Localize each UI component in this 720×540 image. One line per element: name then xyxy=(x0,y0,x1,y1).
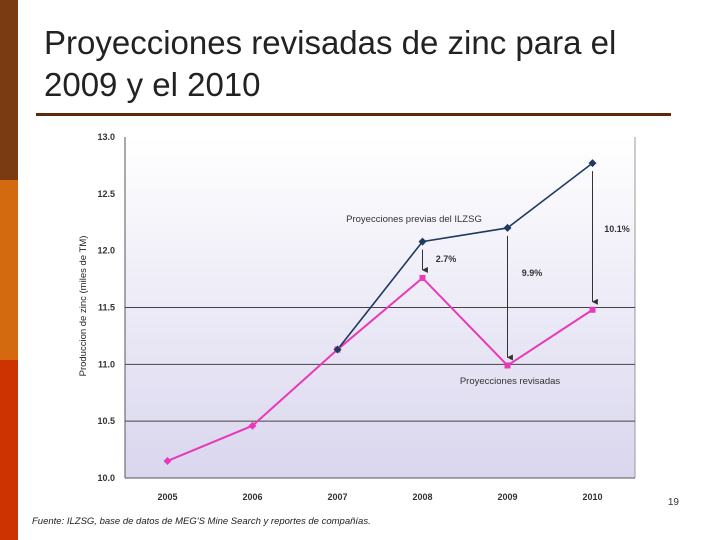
data-point-previous xyxy=(588,159,597,168)
x-tick-label: 2006 xyxy=(242,492,262,502)
data-point-revised xyxy=(419,274,426,281)
series-labels: Proyecciones previas del ILZSG Proyeccion… xyxy=(346,214,560,387)
gridlines xyxy=(125,307,635,422)
x-tick-label: 2010 xyxy=(582,492,602,502)
slide-title: Proyecciones revisadas de zinc para el 2… xyxy=(44,22,684,106)
data-point-previous xyxy=(333,345,342,354)
data-point-previous xyxy=(503,223,512,232)
y-axis-label: Produccion de zinc (miles de TM) xyxy=(78,236,89,377)
data-point-revised xyxy=(504,362,511,369)
series-lines xyxy=(167,162,594,462)
x-tick-label: 2005 xyxy=(157,492,177,502)
x-tick-label: 2009 xyxy=(497,492,517,502)
series-line-revised xyxy=(167,276,594,462)
y-tick-label: 11.0 xyxy=(98,359,115,369)
series-label-previous: Proyecciones previas del ILZSG xyxy=(346,214,482,225)
x-tick-label: 2008 xyxy=(412,492,432,502)
accent-bar-top xyxy=(0,0,18,180)
y-tick-label: 13.0 xyxy=(97,132,115,142)
x-tick-label: 2007 xyxy=(327,492,347,502)
annotation-label: 9.9% xyxy=(522,268,543,278)
y-tick-label: 11.5 xyxy=(98,303,115,313)
series-line-previous xyxy=(336,162,593,351)
axes xyxy=(124,137,635,479)
x-tick-labels: 2005 2006 2007 2008 2009 2010 xyxy=(157,492,602,502)
accent-bar-middle xyxy=(0,180,18,360)
slide-title-line-1: Proyecciones revisadas de zinc para el xyxy=(44,24,617,61)
y-tick-label: 12.5 xyxy=(97,189,115,199)
accent-bar-bottom xyxy=(0,360,18,540)
slide-title-line-2: 2009 y el 2010 xyxy=(44,66,261,103)
data-point-revised xyxy=(163,456,172,465)
data-point-revised xyxy=(248,421,257,430)
y-tick-labels: 10.0 10.5 11.0 11.5 12.0 12.5 13.0 xyxy=(97,132,115,483)
source-note: Fuente: ILZSG, base de datos de MEG'S Mi… xyxy=(32,516,371,527)
data-point-previous xyxy=(418,237,427,246)
annotation-labels: 2.7% 9.9% 10.1% xyxy=(436,224,630,278)
change-arrows xyxy=(421,171,598,361)
series-points xyxy=(163,159,597,465)
y-tick-label: 12.0 xyxy=(97,246,115,256)
series-label-revised: Proyecciones revisadas xyxy=(460,376,561,387)
y-tick-label: 10.5 xyxy=(97,416,115,426)
data-point-revised xyxy=(589,306,596,313)
title-divider xyxy=(36,113,671,116)
annotation-label: 10.1% xyxy=(604,224,630,234)
annotation-label: 2.7% xyxy=(436,254,457,264)
y-tick-label: 10.0 xyxy=(97,473,115,483)
page-number: 19 xyxy=(667,497,679,508)
